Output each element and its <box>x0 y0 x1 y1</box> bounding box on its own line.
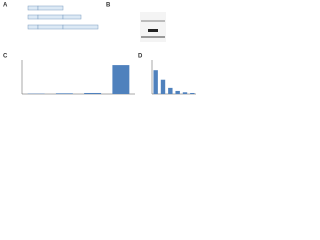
figure: A B C D <box>3 3 196 95</box>
panel-label: A <box>3 3 8 9</box>
construct-box <box>37 14 64 20</box>
bar <box>168 87 173 94</box>
bar <box>112 65 130 94</box>
bar <box>175 90 180 94</box>
blot-band <box>141 36 165 38</box>
construct-box <box>37 24 64 30</box>
panel-label: C <box>3 54 8 60</box>
construct-box <box>62 14 82 20</box>
bar <box>182 92 188 94</box>
panel-label: D <box>138 54 143 60</box>
construct-box <box>62 24 99 30</box>
bar <box>55 93 73 94</box>
construct-box <box>27 14 39 20</box>
blot-band <box>141 20 165 22</box>
construct-diagram <box>27 5 99 30</box>
blot <box>140 12 166 42</box>
construct-box <box>27 24 39 30</box>
construct-box <box>27 5 39 11</box>
bar <box>160 79 166 94</box>
construct-box <box>37 5 64 11</box>
bar <box>190 92 195 94</box>
bar <box>84 92 102 94</box>
panel-label: B <box>106 3 111 9</box>
bar <box>153 70 158 94</box>
page: A B C D (() => { const data = JSON.parse… <box>0 0 320 105</box>
blot-band <box>148 29 158 32</box>
